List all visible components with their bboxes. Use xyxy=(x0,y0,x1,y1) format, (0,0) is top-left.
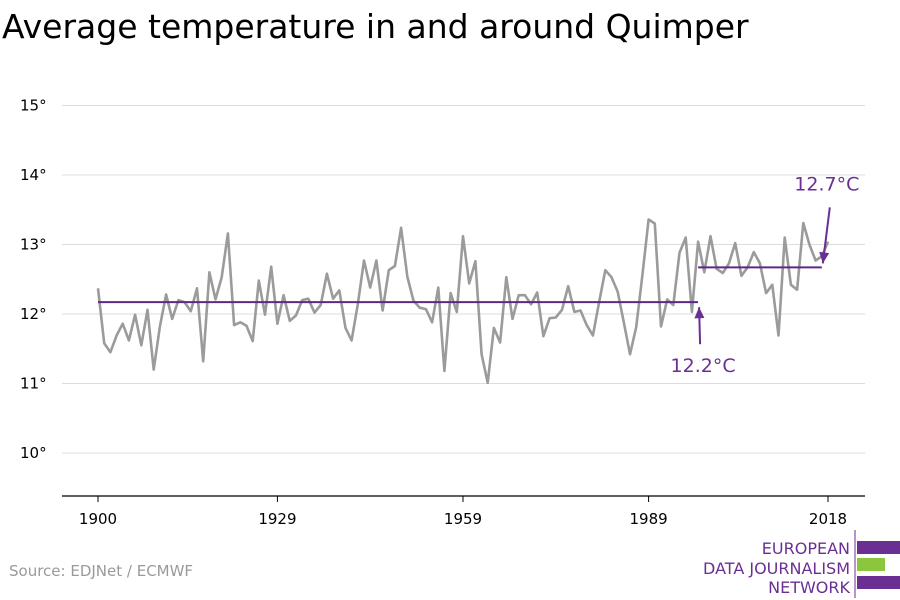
y-tick-label: 14° xyxy=(20,166,47,184)
annotation-arrowhead xyxy=(819,251,830,264)
x-tick-label: 1959 xyxy=(444,510,482,528)
annotation-label: 12.7°C xyxy=(794,173,859,195)
y-tick-label: 15° xyxy=(20,97,47,115)
temperature-series-line xyxy=(96,218,830,385)
logo-text-line: DATA JOURNALISM xyxy=(703,559,850,578)
y-tick-label: 12° xyxy=(20,305,47,323)
y-tick-label: 10° xyxy=(20,444,47,462)
grid-lines xyxy=(62,105,865,454)
logo-text-line: NETWORK xyxy=(768,578,850,597)
annotation-arrowhead xyxy=(694,307,705,319)
annotation-label: 12.2°C xyxy=(671,355,736,377)
x-tick-label: 1929 xyxy=(258,510,296,528)
y-tick-label: 13° xyxy=(20,236,47,254)
logo-bar xyxy=(857,576,900,589)
chart-title: Average temperature in and around Quimpe… xyxy=(2,7,749,46)
logo-bar xyxy=(857,558,885,571)
x-tick-label: 1900 xyxy=(79,510,117,528)
x-tick-label: 2018 xyxy=(809,510,847,528)
source-note: Source: EDJNet / ECMWF xyxy=(9,562,193,580)
annotations: 12.2°C 12.7°C xyxy=(671,173,860,377)
y-axis-labels: 10° 11° 12° 13° 14° 15° xyxy=(20,97,47,463)
y-tick-label: 11° xyxy=(20,375,47,393)
x-axis: 1900 1929 1959 1989 2018 xyxy=(62,495,865,528)
series-layer xyxy=(96,218,830,385)
logo-text-line: EUROPEAN xyxy=(762,539,850,558)
x-tick-label: 1989 xyxy=(629,510,667,528)
logo-bar xyxy=(857,541,900,554)
